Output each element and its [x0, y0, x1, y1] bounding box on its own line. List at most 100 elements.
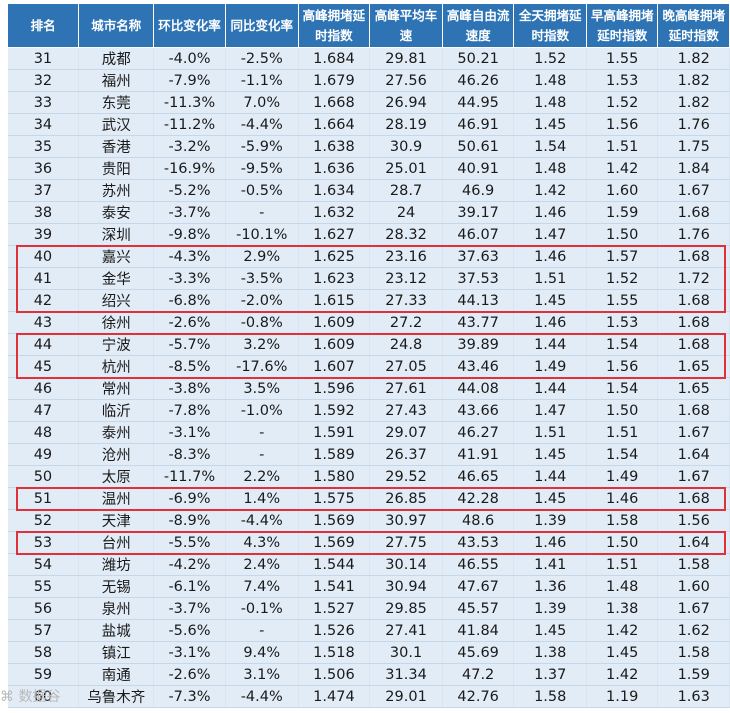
cell-rank: 45: [8, 356, 79, 378]
cell-peak-free-speed: 37.63: [442, 246, 514, 268]
cell-mom-change: -7.8%: [154, 400, 226, 422]
cell-rank: 33: [8, 92, 79, 114]
cell-am-peak-delay-index: 1.51: [586, 554, 658, 576]
cell-city: 东莞: [79, 92, 154, 114]
cell-am-peak-delay-index: 1.50: [586, 532, 658, 554]
cell-peak-delay-index: 1.625: [298, 246, 370, 268]
cell-allday-delay-index: 1.54: [514, 136, 586, 158]
cell-mom-change: -5.2%: [154, 180, 226, 202]
cell-allday-delay-index: 1.44: [514, 378, 586, 400]
cell-peak-free-speed: 37.53: [442, 268, 514, 290]
cell-rank: 40: [8, 246, 79, 268]
cell-peak-avg-speed: 31.34: [370, 664, 443, 686]
table-row: 49 沧州 -8.3% -1.589 26.37 41.91 1.45 1.54 1.64: [8, 444, 730, 466]
cell-peak-avg-speed: 30.97: [370, 510, 443, 532]
cell-pm-peak-delay-index: 1.62: [658, 620, 730, 642]
cell-rank: 49: [8, 444, 79, 466]
cell-allday-delay-index: 1.51: [514, 268, 586, 290]
cell-pm-peak-delay-index: 1.84: [658, 158, 730, 180]
cell-pm-peak-delay-index: 1.58: [658, 642, 730, 664]
cell-allday-delay-index: 1.46: [514, 202, 586, 224]
cell-city: 宁波: [79, 334, 154, 356]
cell-allday-delay-index: 1.39: [514, 510, 586, 532]
cell-allday-delay-index: 1.52: [514, 48, 586, 70]
cell-mom-change: -7.3%: [154, 686, 226, 708]
cell-pm-peak-delay-index: 1.63: [658, 686, 730, 708]
cell-city: 潍坊: [79, 554, 154, 576]
cell-pm-peak-delay-index: 1.59: [658, 664, 730, 686]
table-row: 31 成都 -4.0% -2.5% 1.684 29.81 50.21 1.52 1.55 1.8…: [8, 48, 730, 70]
cell-yoy-change: -: [225, 444, 298, 466]
cell-allday-delay-index: 1.45: [514, 290, 586, 312]
cell-rank: 50: [8, 466, 79, 488]
cell-allday-delay-index: 1.37: [514, 664, 586, 686]
cell-yoy-change: 3.5%: [225, 378, 298, 400]
cell-peak-delay-index: 1.518: [298, 642, 370, 664]
cell-yoy-change: 9.4%: [225, 642, 298, 664]
cell-mom-change: -16.9%: [154, 158, 226, 180]
table-row: 44 宁波 -5.7% 3.2% 1.609 24.8 39.89 1.44 1.54 1.68: [8, 334, 730, 356]
cell-allday-delay-index: 1.44: [514, 466, 586, 488]
cell-yoy-change: -2.0%: [225, 290, 298, 312]
cell-rank: 43: [8, 312, 79, 334]
cell-peak-free-speed: 44.95: [442, 92, 514, 114]
cell-peak-free-speed: 47.67: [442, 576, 514, 598]
cell-mom-change: -2.6%: [154, 312, 226, 334]
cell-allday-delay-index: 1.47: [514, 224, 586, 246]
cell-rank: 55: [8, 576, 79, 598]
cell-pm-peak-delay-index: 1.64: [658, 444, 730, 466]
cell-yoy-change: -0.5%: [225, 180, 298, 202]
table-body: 31 成都 -4.0% -2.5% 1.684 29.81 50.21 1.52 1.55 1.8…: [8, 48, 730, 708]
cell-yoy-change: -4.4%: [225, 510, 298, 532]
cell-peak-free-speed: 46.65: [442, 466, 514, 488]
cell-am-peak-delay-index: 1.57: [586, 246, 658, 268]
table-row: 60 乌鲁木齐 -7.3% -4.4% 1.474 29.01 42.76 1.58 1.19 1…: [8, 686, 730, 708]
cell-am-peak-delay-index: 1.58: [586, 510, 658, 532]
cell-allday-delay-index: 1.47: [514, 400, 586, 422]
cell-peak-delay-index: 1.609: [298, 312, 370, 334]
cell-peak-delay-index: 1.679: [298, 70, 370, 92]
cell-peak-avg-speed: 30.1: [370, 642, 443, 664]
cell-peak-free-speed: 42.28: [442, 488, 514, 510]
cell-peak-free-speed: 43.46: [442, 356, 514, 378]
cell-allday-delay-index: 1.48: [514, 92, 586, 114]
cell-am-peak-delay-index: 1.45: [586, 642, 658, 664]
header-peak-avg-speed: 高峰平均车速: [370, 4, 443, 48]
cell-peak-avg-speed: 27.75: [370, 532, 443, 554]
header-am-peak-delay-index: 早高峰拥堵延时指数: [586, 4, 658, 48]
cell-peak-delay-index: 1.632: [298, 202, 370, 224]
watermark: ⌘ 数据谷: [0, 686, 60, 706]
cell-rank: 48: [8, 422, 79, 444]
cell-peak-avg-speed: 26.37: [370, 444, 443, 466]
cell-city: 福州: [79, 70, 154, 92]
header-rank: 排名: [8, 4, 79, 48]
cell-peak-delay-index: 1.474: [298, 686, 370, 708]
cell-city: 台州: [79, 532, 154, 554]
cell-city: 武汉: [79, 114, 154, 136]
traffic-congestion-table: 排名 城市名称 环比变化率 同比变化率 高峰拥堵延时指数 高峰平均车速 高峰自由流速度 全天拥…: [7, 3, 730, 708]
cell-peak-delay-index: 1.526: [298, 620, 370, 642]
cell-mom-change: -4.3%: [154, 246, 226, 268]
cell-peak-delay-index: 1.592: [298, 400, 370, 422]
cell-yoy-change: -5.9%: [225, 136, 298, 158]
header-yoy-change: 同比变化率: [225, 4, 298, 48]
cell-am-peak-delay-index: 1.49: [586, 466, 658, 488]
cell-peak-delay-index: 1.575: [298, 488, 370, 510]
table-row: 57 盐城 -5.6% -1.526 27.41 41.84 1.45 1.42 1.62: [8, 620, 730, 642]
cell-am-peak-delay-index: 1.55: [586, 290, 658, 312]
cell-am-peak-delay-index: 1.55: [586, 48, 658, 70]
cell-am-peak-delay-index: 1.53: [586, 70, 658, 92]
cell-mom-change: -8.3%: [154, 444, 226, 466]
header-peak-delay-index: 高峰拥堵延时指数: [298, 4, 370, 48]
cell-am-peak-delay-index: 1.56: [586, 356, 658, 378]
cell-am-peak-delay-index: 1.52: [586, 268, 658, 290]
cell-yoy-change: -17.6%: [225, 356, 298, 378]
cell-allday-delay-index: 1.48: [514, 70, 586, 92]
cell-city: 贵阳: [79, 158, 154, 180]
cell-mom-change: -11.3%: [154, 92, 226, 114]
cell-yoy-change: 2.4%: [225, 554, 298, 576]
cell-peak-delay-index: 1.569: [298, 510, 370, 532]
cell-mom-change: -4.0%: [154, 48, 226, 70]
cell-yoy-change: -1.1%: [225, 70, 298, 92]
cell-yoy-change: -: [225, 620, 298, 642]
